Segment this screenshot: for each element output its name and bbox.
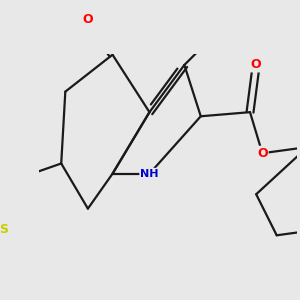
Text: NH: NH	[140, 169, 159, 179]
Text: O: O	[257, 147, 268, 160]
Text: O: O	[82, 13, 93, 26]
Text: O: O	[251, 58, 262, 71]
Text: S: S	[0, 223, 8, 236]
